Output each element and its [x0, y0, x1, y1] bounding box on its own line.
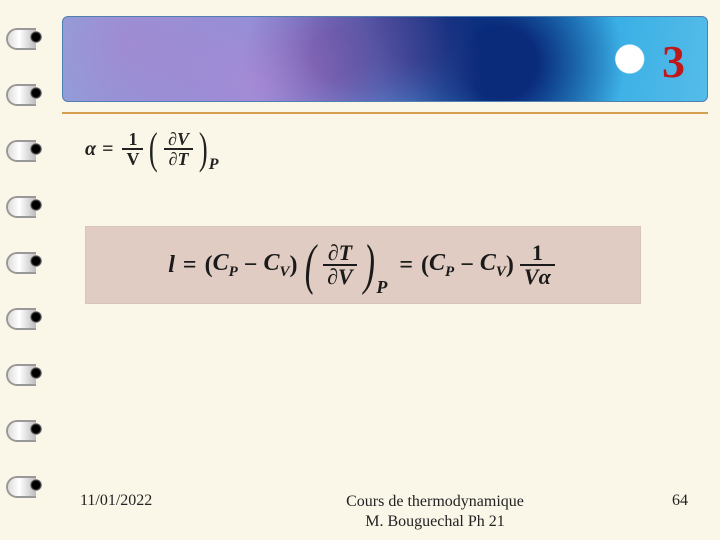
footer-date: 11/01/2022	[62, 492, 242, 510]
left-paren-icon: (	[421, 252, 429, 279]
binding-ring	[0, 362, 44, 384]
left-paren-icon: (	[149, 131, 158, 166]
fraction-dt-dv: ∂T ∂V	[323, 242, 357, 288]
spiral-binding	[0, 0, 50, 540]
header-divider	[62, 112, 708, 114]
equation-l-relation: l = ( CP − CV ) ( ∂T ∂V ) P = ( CP − CV …	[168, 242, 558, 288]
numerator: 1	[528, 242, 547, 264]
equals-sign: =	[102, 138, 113, 161]
binding-ring	[0, 82, 44, 104]
denominator: ∂V	[323, 266, 357, 288]
equation-highlight-box: l = ( CP − CV ) ( ∂T ∂V ) P = ( CP − CV …	[85, 226, 641, 304]
equals-sign: =	[399, 252, 413, 279]
right-paren-icon: )	[363, 243, 374, 288]
subscript-p: P	[376, 277, 387, 298]
header-banner: 3	[62, 16, 708, 102]
symbol-cp: CP	[429, 250, 454, 281]
right-paren-icon: )	[289, 252, 297, 279]
binding-ring	[0, 194, 44, 216]
binding-ring	[0, 306, 44, 328]
symbol-alpha: α	[85, 138, 96, 161]
equals-sign: =	[183, 252, 197, 279]
footer-page-number: 64	[628, 492, 708, 510]
partial-derivative-group: ( ∂V ∂T ) P	[146, 130, 218, 168]
slide-footer: 11/01/2022 Cours de thermodynamique M. B…	[62, 492, 708, 530]
fraction-one-over-v-alpha: 1 Vα	[520, 242, 555, 288]
denominator: Vα	[520, 266, 555, 288]
numerator: ∂V	[164, 130, 193, 148]
symbol-cp: CP	[213, 250, 238, 281]
right-paren-icon: )	[506, 252, 514, 279]
symbol-cv: CV	[480, 250, 506, 281]
subscript-p: P	[209, 156, 219, 174]
numerator: ∂T	[324, 242, 356, 264]
denominator: ∂T	[165, 150, 193, 168]
section-number: 3	[662, 35, 685, 88]
binding-ring	[0, 26, 44, 48]
footer-title-line1: Cours de thermodynamique	[242, 492, 628, 512]
binding-ring	[0, 418, 44, 440]
partial-derivative-group: ( ∂T ∂V ) P	[301, 242, 387, 288]
binding-ring	[0, 474, 44, 496]
denominator: V	[122, 150, 143, 168]
fraction-dv-dt: ∂V ∂T	[164, 130, 193, 168]
left-paren-icon: (	[205, 252, 213, 279]
minus-sign: −	[460, 252, 474, 279]
fraction-one-over-v: 1 V	[122, 130, 143, 168]
symbol-l: l	[168, 252, 175, 279]
numerator: 1	[124, 130, 141, 148]
symbol-cv: CV	[263, 250, 289, 281]
binding-ring	[0, 138, 44, 160]
footer-title-line2: M. Bouguechal Ph 21	[242, 512, 628, 532]
left-paren-icon: (	[305, 243, 316, 288]
equation-alpha-definition: α = 1 V ( ∂V ∂T ) P	[85, 130, 218, 168]
minus-sign: −	[244, 252, 258, 279]
footer-title: Cours de thermodynamique M. Bouguechal P…	[242, 492, 628, 532]
right-paren-icon: )	[199, 131, 208, 166]
binding-ring	[0, 250, 44, 272]
